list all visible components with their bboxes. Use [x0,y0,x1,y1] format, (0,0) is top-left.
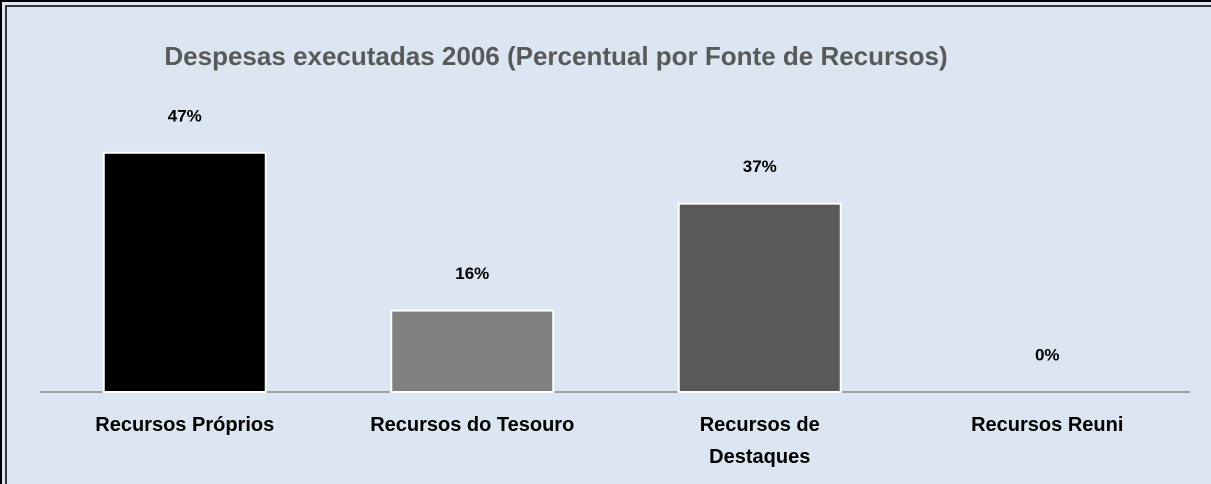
chart-title: Despesas executadas 2006 (Percentual por… [164,41,947,71]
value-label: 37% [743,157,777,176]
x-tick-label: Recursos de Destaques [700,414,820,468]
bar [390,309,555,393]
inner-border [5,5,1211,484]
value-label: 47% [168,106,202,125]
value-label: 0% [1035,345,1060,364]
value-label: 16% [455,264,489,283]
bar [102,151,267,393]
x-tick-label: Recursos Próprios [95,414,274,436]
x-tick-label: Recursos do Tesouro [370,414,574,436]
bar [677,202,842,393]
x-tick-label: Recursos Reuni [971,414,1123,436]
